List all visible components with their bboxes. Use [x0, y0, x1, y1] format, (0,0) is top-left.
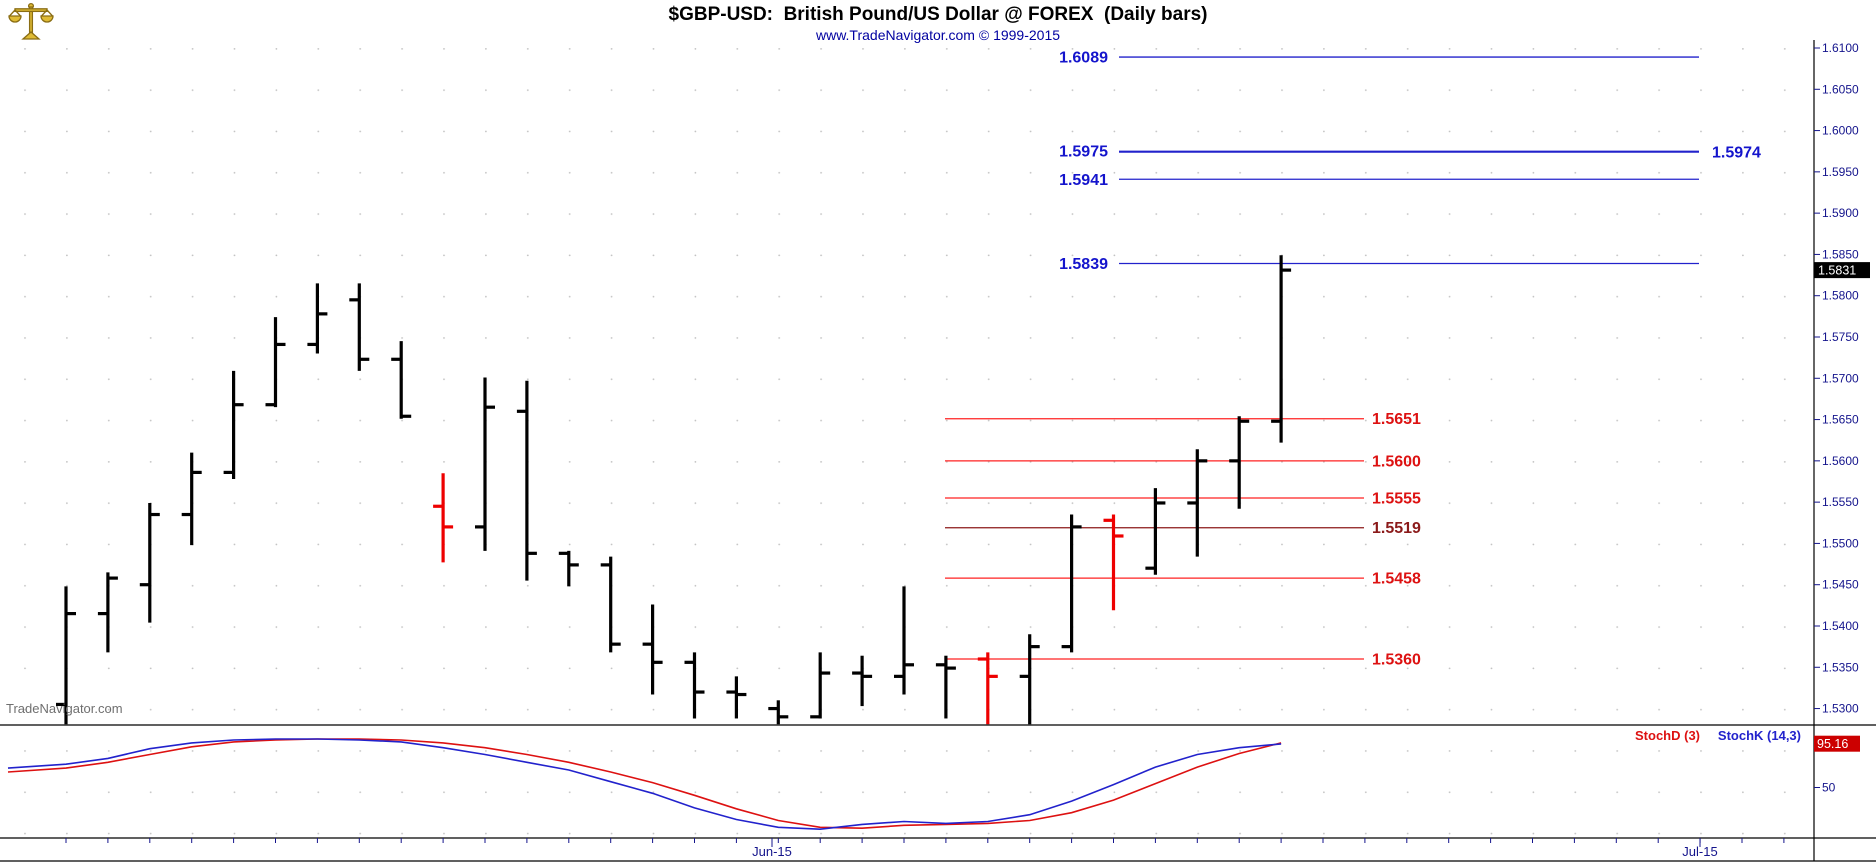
resistance-level-label: 1.6089 — [1059, 50, 1108, 67]
chart-header: $GBP-USD: British Pound/US Dollar @ FORE… — [0, 0, 1876, 43]
chart-title: $GBP-USD: British Pound/US Dollar @ FORE… — [668, 4, 1208, 25]
support-level-label: 1.5360 — [1372, 652, 1421, 669]
watermark: TradeNavigator.com — [6, 701, 123, 716]
last-price-badge-label: 1.5831 — [1818, 264, 1856, 278]
price-axis-label: 1.5550 — [1822, 495, 1859, 509]
price-axis-label: 1.5650 — [1822, 413, 1859, 427]
price-axis-label: 1.5600 — [1822, 454, 1859, 468]
support-level-label: 1.5519 — [1372, 520, 1421, 537]
price-axis-label: 1.5750 — [1822, 330, 1859, 344]
resistance-level-label: 1.5839 — [1059, 256, 1108, 273]
stoch-value-badge-label: 95.16 — [1817, 737, 1848, 751]
stoch-d-line — [7, 738, 1282, 830]
price-axis-label: 1.5350 — [1822, 660, 1859, 674]
support-level-label: 1.5555 — [1372, 491, 1421, 508]
stoch-value-badge — [1814, 735, 1860, 752]
last-price-badge — [1814, 262, 1870, 279]
support-level-label: 1.5600 — [1372, 453, 1421, 470]
resistance-level-label: 1.5975 — [1059, 144, 1108, 161]
stochastic-panel-region[interactable] — [0, 727, 1814, 838]
price-axis-label: 1.5500 — [1822, 536, 1859, 550]
price-axis-label: 1.5300 — [1822, 702, 1859, 716]
price-axis-label: 1.5900 — [1822, 206, 1859, 220]
support-level-label: 1.5458 — [1372, 571, 1421, 588]
price-axis-label: 1.5700 — [1822, 371, 1859, 385]
price-axis-label: 1.5950 — [1822, 165, 1859, 179]
price-axis-label: 1.6100 — [1822, 41, 1859, 55]
price-axis-label: 1.5800 — [1822, 289, 1859, 303]
price-axis-label: 1.5400 — [1822, 619, 1859, 633]
date-axis-label: Jun-15 — [752, 844, 792, 859]
support-level-label: 1.5651 — [1372, 411, 1421, 428]
stoch-d-legend: StochD (3) — [1635, 728, 1700, 743]
chart-subtitle: www.TradeNavigator.com © 1999-2015 — [815, 27, 1061, 43]
stoch-scale-label: 50 — [1822, 781, 1836, 795]
date-axis-label: Jul-15 — [1682, 844, 1717, 859]
main-chart-region[interactable] — [0, 44, 1814, 725]
stoch-k-legend: StochK (14,3) — [1718, 728, 1801, 743]
price-axis-label: 1.6000 — [1822, 124, 1859, 138]
price-axis-label: 1.5850 — [1822, 247, 1859, 261]
price-axis-label: 1.6050 — [1822, 82, 1859, 96]
resistance-level-label: 1.5941 — [1059, 172, 1108, 189]
price-axis-label: 1.5450 — [1822, 578, 1859, 592]
tradenavigator-scales-logo-icon — [8, 2, 54, 49]
resistance-level-label: 1.5974 — [1712, 145, 1761, 162]
stoch-k-line — [7, 738, 1282, 831]
